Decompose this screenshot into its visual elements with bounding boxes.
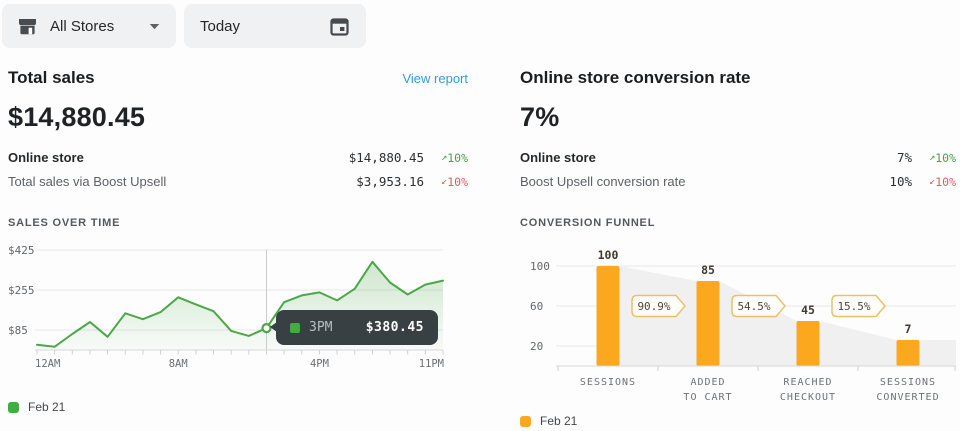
sales-over-time-label: SALES OVER TIME: [8, 217, 121, 229]
metric-row-online-store: Online store 7% ↗10%: [520, 149, 956, 166]
svg-text:85: 85: [701, 263, 715, 277]
sales-chart-svg[interactable]: $425 $255 $85 12AM 8AM 4PM 11PM: [8, 246, 444, 372]
chart-tooltip: 3PM $380.45: [270, 310, 438, 345]
conversion-rate-title: Online store conversion rate: [520, 68, 751, 87]
svg-text:$255: $255: [8, 284, 35, 297]
metric-delta-down: ↙10%: [441, 174, 468, 189]
conversion-badge: [731, 294, 786, 318]
conversion-badge: [631, 294, 686, 318]
metric-label: Total sales via Boost Upsell: [8, 174, 167, 189]
metric-row-online-store: Online store $14,880.45 ↗10%: [8, 149, 468, 166]
svg-text:$425: $425: [8, 246, 35, 257]
sales-legend: Feb 21: [8, 400, 468, 414]
svg-text:54.5%: 54.5%: [737, 300, 770, 313]
store-filter-label: All Stores: [50, 17, 115, 35]
metric-delta-up: ↗10%: [441, 150, 468, 165]
tooltip-value: $380.45: [365, 320, 424, 335]
svg-text:100: 100: [598, 248, 619, 262]
total-sales-panel: Total sales View report $14,880.45 Onlin…: [8, 68, 468, 428]
chevron-down-icon: [149, 23, 160, 30]
metric-row-boost-upsell: Boost Upsell conversion rate 10% ↙10%: [520, 173, 956, 190]
svg-text:15.5%: 15.5%: [837, 300, 870, 313]
svg-text:45: 45: [801, 303, 815, 317]
legend-swatch-orange: [520, 415, 531, 427]
svg-text:60: 60: [530, 300, 543, 313]
svg-text:12AM: 12AM: [35, 358, 60, 370]
sales-line: [36, 260, 444, 348]
metric-label: Online store: [8, 150, 84, 165]
metric-label: Boost Upsell conversion rate: [520, 174, 686, 189]
svg-text:SESSIONS: SESSIONS: [580, 377, 636, 388]
funnel-chart-svg[interactable]: 100 60 20 100 85 45 7 90.9% 54.5% 15.5% SESSIONS AD…: [520, 246, 956, 404]
calendar-icon: [329, 16, 350, 37]
store-filter-button[interactable]: All Stores: [2, 4, 176, 48]
sales-metric-rows: Online store $14,880.45 ↗10% Total sales…: [8, 149, 468, 190]
funnel-bar[interactable]: [596, 266, 620, 366]
trend-down-icon: ↙: [929, 175, 936, 187]
metric-value: $14,880.45: [348, 150, 424, 165]
trend-up-icon: ↗: [441, 151, 448, 163]
date-filter-label: Today: [200, 17, 241, 35]
conversion-rate-value: 7%: [520, 102, 560, 132]
tooltip-time: 3PM: [309, 320, 333, 335]
funnel-bar[interactable]: [696, 281, 720, 366]
tooltip-series-swatch: [290, 322, 300, 333]
metric-delta-up: ↗10%: [929, 150, 956, 165]
svg-text:90.9%: 90.9%: [637, 300, 670, 313]
metric-label: Online store: [520, 150, 596, 165]
conversion-badge: [831, 294, 886, 318]
conversion-funnel-label: CONVERSION FUNNEL: [520, 217, 656, 229]
svg-text:11PM: 11PM: [419, 358, 444, 370]
metric-value: $3,953.16: [356, 174, 424, 189]
metric-value: 7%: [896, 150, 912, 165]
view-report-link[interactable]: View report: [402, 71, 468, 86]
svg-text:8AM: 8AM: [169, 358, 188, 370]
total-sales-title: Total sales: [8, 68, 95, 87]
total-sales-value: $14,880.45: [8, 102, 146, 132]
dashboard-panels: Total sales View report $14,880.45 Onlin…: [0, 68, 960, 428]
sales-line-chart[interactable]: $425 $255 $85 12AM 8AM 4PM 11PM 3PM $380.45: [8, 246, 468, 372]
storefront-icon: [18, 18, 37, 35]
funnel-bar[interactable]: [896, 340, 920, 366]
metric-value: 10%: [889, 174, 912, 189]
legend-swatch-green: [8, 401, 19, 413]
trend-up-icon: ↗: [929, 151, 936, 163]
svg-text:20: 20: [530, 340, 543, 353]
conversion-rate-panel: Online store conversion rate 7% Online s…: [520, 68, 956, 428]
trend-down-icon: ↙: [441, 175, 448, 187]
metric-delta-down: ↙10%: [929, 174, 956, 189]
funnel-bar[interactable]: [796, 321, 820, 366]
date-filter-button[interactable]: Today: [184, 4, 366, 48]
legend-label: Feb 21: [540, 414, 578, 428]
legend-label: Feb 21: [28, 400, 66, 414]
svg-text:7: 7: [905, 322, 912, 336]
svg-text:$85: $85: [8, 324, 28, 337]
svg-text:100: 100: [530, 260, 550, 273]
svg-text:4PM: 4PM: [310, 358, 329, 370]
conversion-funnel-chart[interactable]: 100 60 20 100 85 45 7 90.9% 54.5% 15.5% SESSIONS AD…: [520, 246, 956, 404]
funnel-legend: Feb 21: [520, 414, 956, 428]
metric-row-boost-upsell: Total sales via Boost Upsell $3,953.16 ↙…: [8, 173, 468, 190]
conversion-metric-rows: Online store 7% ↗10% Boost Upsell conver…: [520, 149, 956, 190]
filter-bar: All Stores Today: [0, 0, 960, 48]
